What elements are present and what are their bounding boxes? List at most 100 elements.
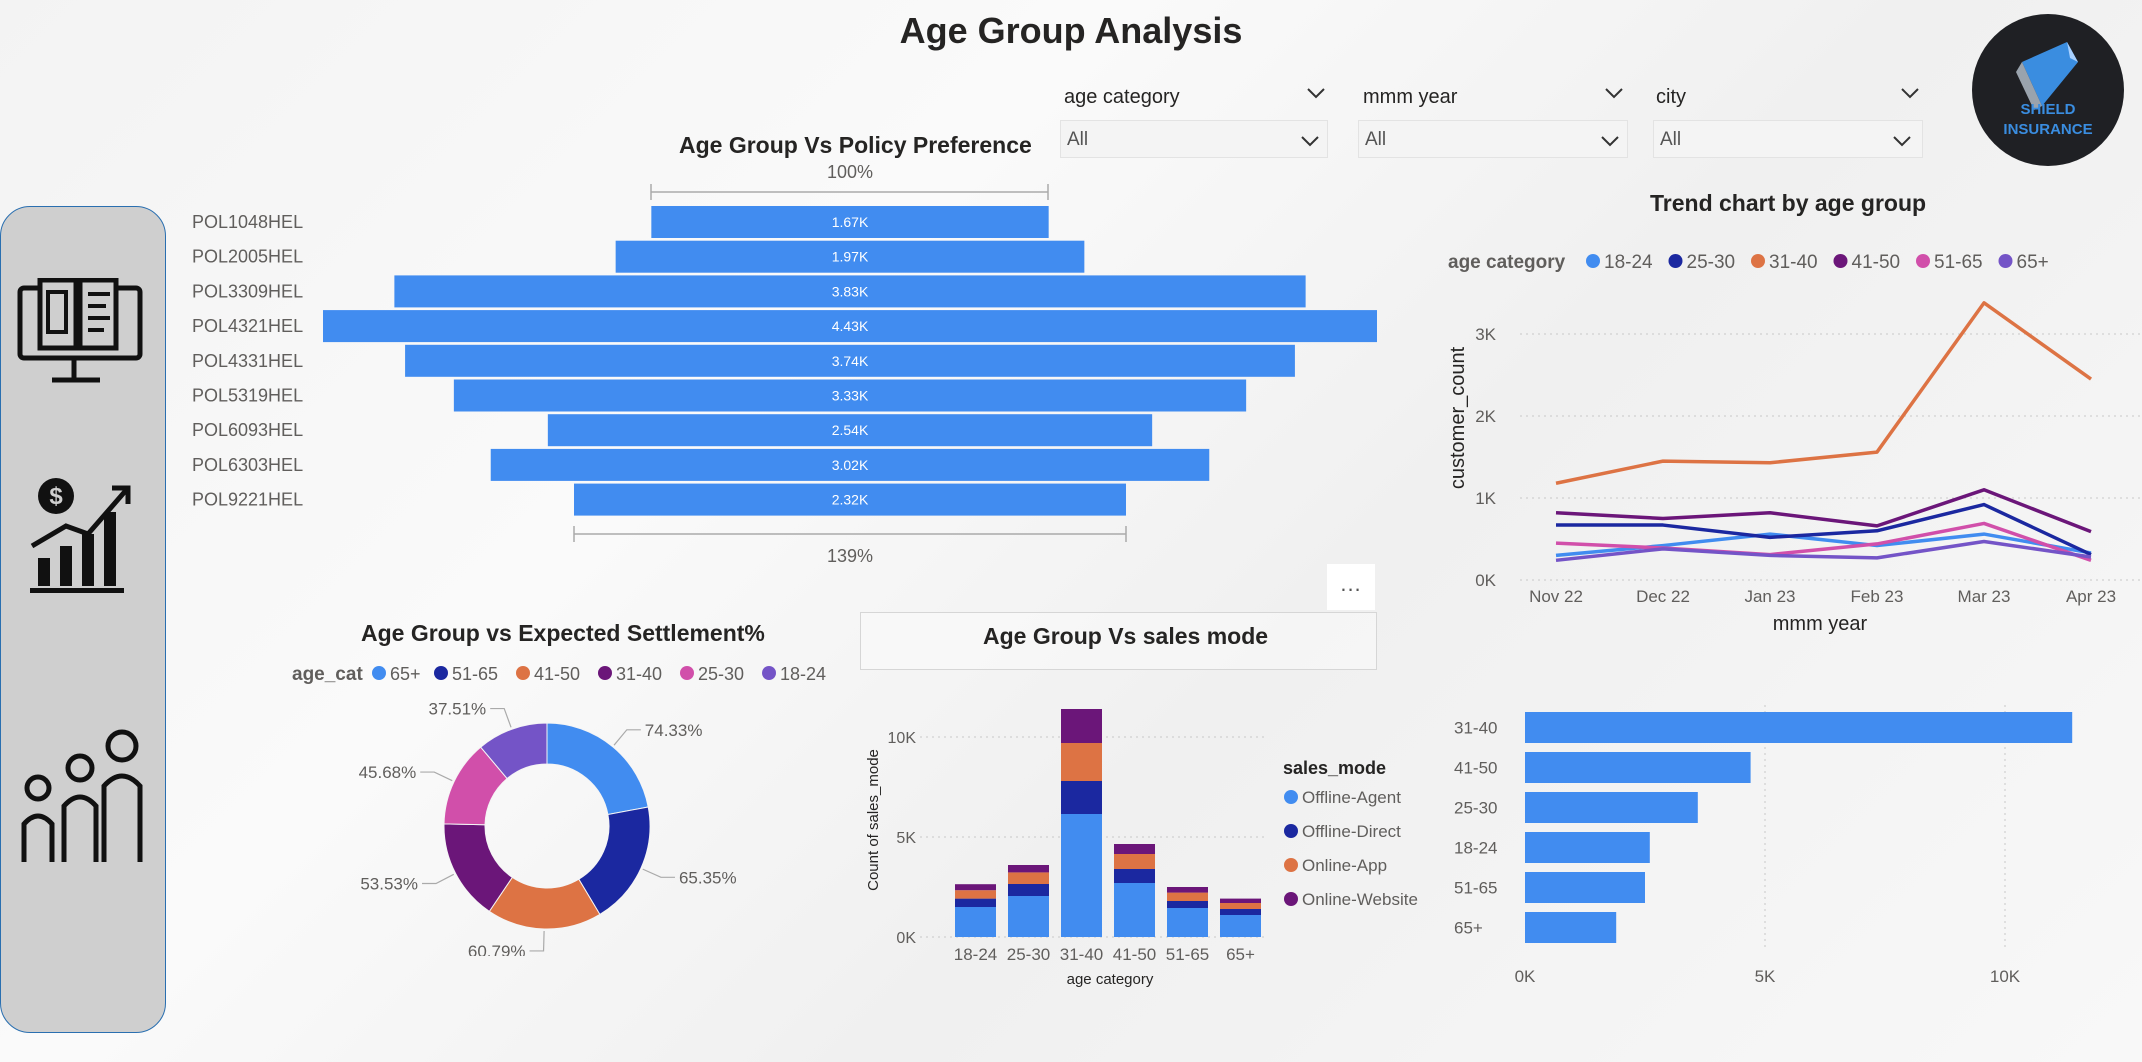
trend-x-tick: Dec 22 xyxy=(1636,587,1690,606)
sales-bar-25-30-Offline-Agent[interactable] xyxy=(1008,896,1049,937)
trend-legend-marker xyxy=(1998,254,2013,268)
slicer-age-category-dropdown[interactable]: All xyxy=(1060,120,1328,158)
policy-bar-label: 3.02K xyxy=(832,457,869,473)
sales-bar-31-40-Offline-Direct[interactable] xyxy=(1061,781,1102,814)
slicer-mmm-year-dropdown[interactable]: All xyxy=(1358,120,1628,158)
money-growth-chart-icon[interactable]: $ xyxy=(26,476,136,596)
trend-x-tick: Nov 22 xyxy=(1529,587,1583,606)
policy-top-bracket xyxy=(650,184,1049,200)
settlement-slice-18-24[interactable] xyxy=(480,722,548,780)
trend-line-51-65[interactable] xyxy=(1555,521,2092,562)
settlement-slice-label: 37.51% xyxy=(429,700,487,719)
count-bar-51-65[interactable] xyxy=(1525,872,1645,903)
count-bar-65+[interactable] xyxy=(1525,912,1617,943)
chevron-down-icon[interactable] xyxy=(1306,86,1326,100)
sales-bar-41-50-Offline-Direct[interactable] xyxy=(1114,869,1155,883)
sales-bar-65+-Offline-Agent[interactable] xyxy=(1220,915,1261,937)
more-options-button[interactable]: ... xyxy=(1327,564,1375,610)
sales-bar-65+-Online-Website[interactable] xyxy=(1220,898,1261,903)
policy-bar-POL9221HEL[interactable] xyxy=(574,483,1126,516)
policy-category-label: POL4321HEL xyxy=(192,316,303,336)
trend-line-65+[interactable] xyxy=(1555,539,2092,563)
sales-bar-51-65-Online-Website[interactable] xyxy=(1167,887,1208,893)
sales-bar-51-65-Online-App[interactable] xyxy=(1167,892,1208,901)
policy-bottom-bracket xyxy=(573,526,1127,542)
policy-bar-POL1048HEL[interactable] xyxy=(651,206,1049,238)
chevron-down-icon[interactable] xyxy=(1600,134,1620,148)
policy-bar-POL4321HEL[interactable] xyxy=(323,310,1377,343)
settlement-donut-chart: age_cat 65+ 51-65 41-50 31-40 25-30 18-24 74.… xyxy=(292,664,826,956)
policy-category-label: POL1048HEL xyxy=(192,212,303,232)
sales-bar-31-40-Offline-Agent[interactable] xyxy=(1061,814,1102,937)
sales-mode-chart: 0K 5K 10K 18-24 25-30 31-40 41-50 51-65 65+ age… xyxy=(865,709,1418,988)
trend-line-41-50[interactable] xyxy=(1555,488,2092,534)
settlement-legend-label: 65+ xyxy=(390,664,421,684)
policy-category-label: POL9221HEL xyxy=(192,490,303,510)
chevron-down-icon[interactable] xyxy=(1900,86,1920,100)
slicer-city-dropdown[interactable]: All xyxy=(1653,120,1923,158)
settlement-slice-label: 45.68% xyxy=(359,763,417,782)
sales-legend-marker xyxy=(1284,858,1298,872)
sales-bar-65+-Offline-Direct[interactable] xyxy=(1220,909,1261,915)
policy-bar-POL2005HEL[interactable] xyxy=(615,240,1085,273)
trend-y-tick: 1K xyxy=(1475,489,1496,508)
slicer-age-category-label: age category xyxy=(1064,86,1180,108)
sales-chart-header xyxy=(860,612,1377,670)
family-icon[interactable] xyxy=(12,726,152,866)
sales-bar-65+-Online-App[interactable] xyxy=(1220,903,1261,909)
count-bar-41-50[interactable] xyxy=(1525,752,1751,783)
trend-line-31-40[interactable] xyxy=(1555,301,2093,485)
sales-bar-18-24-Offline-Direct[interactable] xyxy=(955,898,996,907)
chevron-down-icon[interactable] xyxy=(1892,134,1912,148)
sales-bar-41-50-Online-Website[interactable] xyxy=(1114,844,1155,854)
policy-category-label: POL3309HEL xyxy=(192,281,303,301)
trend-legend-label: 51-65 xyxy=(1934,252,1983,273)
settlement-slice-label: 53.53% xyxy=(360,875,418,894)
policy-category-label: POL6093HEL xyxy=(192,420,303,440)
sales-x-tick: 51-65 xyxy=(1166,945,1209,964)
policy-bar-POL6093HEL[interactable] xyxy=(547,414,1153,447)
settlement-slice-label: 65.35% xyxy=(679,868,737,887)
chevron-down-icon[interactable] xyxy=(1604,86,1624,100)
sales-x-axis-title: age category xyxy=(1067,971,1154,988)
sales-bar-51-65-Offline-Direct[interactable] xyxy=(1167,901,1208,908)
policy-category-label: POL2005HEL xyxy=(192,247,303,267)
count-bar-18-24[interactable] xyxy=(1525,832,1650,863)
sales-y-tick: 10K xyxy=(888,730,917,747)
chevron-down-icon[interactable] xyxy=(1300,134,1320,148)
count-bar-25-30[interactable] xyxy=(1525,792,1698,823)
logo-line1: SHIELD xyxy=(2020,101,2076,118)
settlement-leader-line xyxy=(642,868,675,878)
logo-line2: INSURANCE xyxy=(2003,121,2093,138)
sales-bar-31-40-Online-Website[interactable] xyxy=(1061,709,1102,743)
settlement-legend-title: age_cat xyxy=(292,664,363,685)
policy-bar-POL6303HEL[interactable] xyxy=(490,448,1210,481)
policy-bar-label: 1.97K xyxy=(832,249,869,265)
sales-bar-25-30-Online-App[interactable] xyxy=(1008,872,1049,884)
sales-bar-41-50-Offline-Agent[interactable] xyxy=(1114,883,1155,937)
slicer-mmm-year-label: mmm year xyxy=(1363,86,1458,108)
sales-bar-51-65-Offline-Agent[interactable] xyxy=(1167,908,1208,937)
sales-bar-25-30-Offline-Direct[interactable] xyxy=(1008,884,1049,896)
settlement-legend-marker xyxy=(372,666,386,680)
sales-bar-18-24-Online-Website[interactable] xyxy=(955,884,996,891)
count-x-tick: 0K xyxy=(1515,967,1536,986)
trend-line-25-30[interactable] xyxy=(1556,502,2092,557)
trend-x-axis-title: mmm year xyxy=(1773,613,1868,635)
count-category-label: 31-40 xyxy=(1454,719,1497,738)
policy-bar-label: 3.74K xyxy=(832,353,869,369)
computer-document-icon[interactable] xyxy=(14,278,146,394)
slicer-age-category-value: All xyxy=(1067,129,1089,150)
sales-bar-31-40-Online-App[interactable] xyxy=(1061,743,1102,781)
sales-bar-25-30-Online-Website[interactable] xyxy=(1008,865,1049,873)
count-bar-31-40[interactable] xyxy=(1525,712,2073,743)
settlement-slice-65+[interactable] xyxy=(546,722,649,816)
policy-bar-POL5319HEL[interactable] xyxy=(453,379,1247,412)
age-count-bar-chart: 0K 5K 10K 31-40 41-50 25-30 18-24 51-65 65+ xyxy=(1454,705,2073,986)
trend-legend-label: 25-30 xyxy=(1687,252,1736,273)
sales-bar-18-24-Offline-Agent[interactable] xyxy=(955,907,996,937)
policy-bar-POL3309HEL[interactable] xyxy=(394,275,1306,308)
sales-bar-18-24-Online-App[interactable] xyxy=(955,890,996,899)
sales-bar-41-50-Online-App[interactable] xyxy=(1114,854,1155,869)
policy-bar-POL4331HEL[interactable] xyxy=(405,344,1295,377)
